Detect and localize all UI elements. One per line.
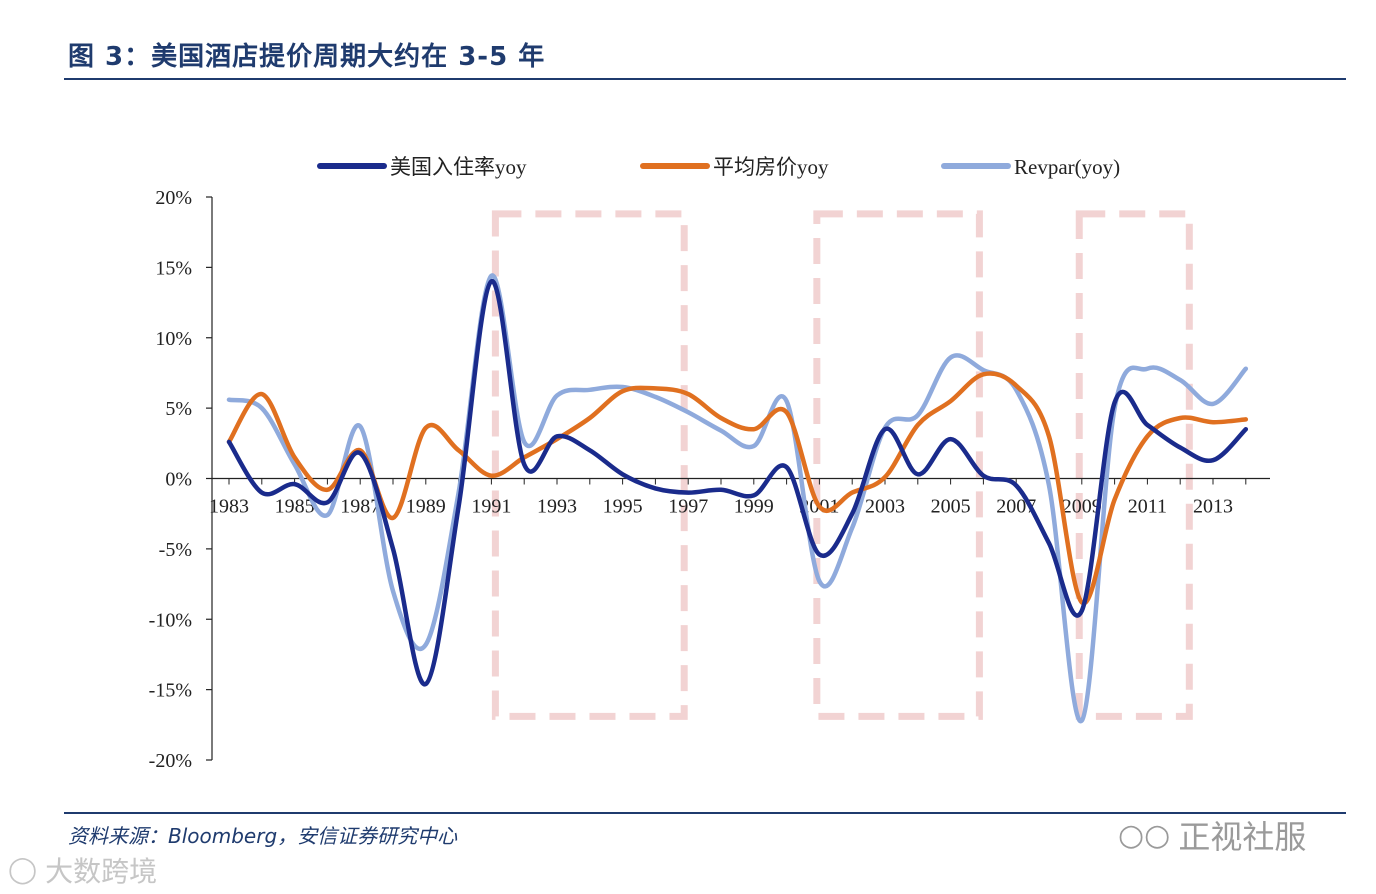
x-tick-label: 2005 bbox=[931, 496, 971, 518]
wechat-icon: ○○ bbox=[1118, 818, 1170, 853]
y-tick-label: -10% bbox=[149, 609, 192, 631]
x-tick-label: 1997 bbox=[668, 496, 708, 518]
x-tick-label: 1991 bbox=[471, 496, 511, 518]
x-tick-label: 2003 bbox=[865, 496, 905, 518]
x-tick-label: 1989 bbox=[406, 496, 446, 518]
x-tick-label: 1995 bbox=[603, 496, 643, 518]
x-tick-label: 1993 bbox=[537, 496, 577, 518]
x-tick-label: 1999 bbox=[734, 496, 774, 518]
series-line-2 bbox=[229, 374, 1246, 604]
y-tick-label: -15% bbox=[149, 680, 192, 702]
y-tick-label: 15% bbox=[155, 257, 192, 279]
watermark-left: ◯ 大数跨境 bbox=[8, 850, 157, 890]
legend-label-2: 平均房价yoy bbox=[713, 155, 829, 179]
y-tick-label: -20% bbox=[149, 750, 192, 772]
highlight-box-3 bbox=[1079, 214, 1189, 716]
legend-label-1: 美国入住率yoy bbox=[390, 155, 527, 179]
x-tick-label: 2011 bbox=[1128, 496, 1167, 518]
legend-label-3: Revpar(yoy) bbox=[1014, 155, 1120, 179]
y-tick-label: -5% bbox=[159, 539, 192, 561]
x-tick-label: 1983 bbox=[209, 496, 249, 518]
watermark-right-text: 正视社服 bbox=[1178, 812, 1306, 858]
watermark-left-text: 大数跨境 bbox=[45, 850, 157, 890]
x-tick-label: 2013 bbox=[1193, 496, 1233, 518]
y-tick-label: 20% bbox=[155, 187, 192, 209]
source-note: 资料来源：Bloomberg，安信证券研究中心 bbox=[68, 820, 457, 849]
watermark-right: ○○ 正视社服 bbox=[1118, 812, 1306, 858]
y-tick-label: 10% bbox=[155, 328, 192, 350]
logo-icon: ◯ bbox=[8, 855, 37, 885]
y-tick-label: 0% bbox=[165, 469, 192, 491]
y-tick-label: 5% bbox=[165, 398, 192, 420]
highlight-box-2 bbox=[817, 214, 980, 716]
